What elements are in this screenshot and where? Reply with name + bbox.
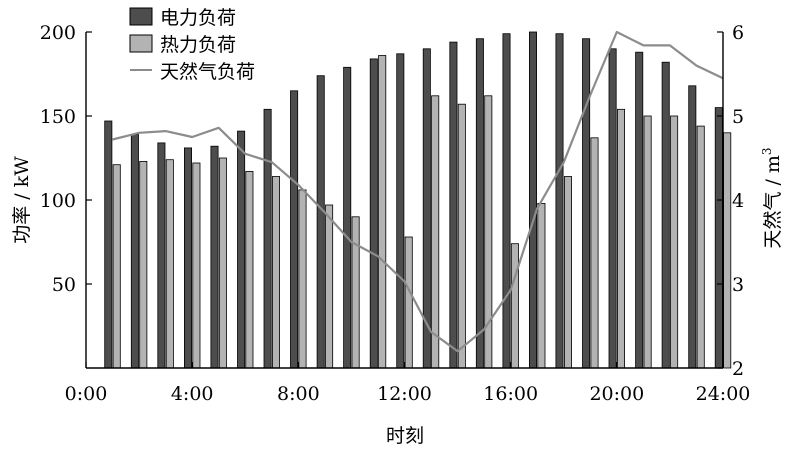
legend-swatch-power xyxy=(129,7,153,26)
bar-power xyxy=(475,38,484,369)
bar-power xyxy=(290,90,299,369)
bar-power xyxy=(237,130,246,369)
bar-heat xyxy=(696,125,705,369)
bar-heat xyxy=(617,108,626,369)
y2-tick-label: 3 xyxy=(732,274,744,296)
x-tick-label: 24:00 xyxy=(696,383,751,405)
y-tick-label: 150 xyxy=(40,106,76,128)
legend-swatch-heat xyxy=(129,34,153,53)
bar-heat xyxy=(218,157,227,369)
bar-heat xyxy=(537,202,546,369)
bar-power xyxy=(502,33,511,369)
bar-power xyxy=(555,33,564,369)
ticks-layer: 0:00 4:00 8:00 12:00 16:00 20:00 24:00 50 100 150… xyxy=(40,22,751,405)
y-tick-label: 50 xyxy=(52,274,76,296)
bars-layer xyxy=(104,31,732,369)
bar-heat xyxy=(590,137,599,369)
bar-power xyxy=(157,142,166,369)
x-tick-label: 12:00 xyxy=(377,383,432,405)
y2-axis-title-main: 天然气 / m xyxy=(762,155,784,249)
bar-power xyxy=(661,61,670,369)
bar-heat xyxy=(670,115,679,369)
bar-power xyxy=(714,107,723,369)
bar-heat xyxy=(404,236,413,369)
legend-label-power: 电力负荷 xyxy=(160,7,236,29)
line-gas xyxy=(112,30,724,353)
gas-line-layer xyxy=(112,30,724,353)
bar-heat xyxy=(298,189,307,369)
bar-heat xyxy=(271,176,280,369)
x-tick-label: 0:00 xyxy=(65,383,108,405)
bar-power xyxy=(104,120,113,369)
y2-tick-label: 2 xyxy=(732,358,744,380)
y2-tick-label: 5 xyxy=(732,106,744,128)
bar-power xyxy=(210,145,219,369)
bar-heat xyxy=(325,204,334,369)
bar-power xyxy=(369,58,378,369)
bar-heat xyxy=(351,216,360,369)
bar-power xyxy=(130,134,139,369)
x-tick-label: 20:00 xyxy=(589,383,644,405)
x-tick-label: 4:00 xyxy=(171,383,214,405)
y2-axis-title: 天然气 / m3 xyxy=(760,147,784,248)
y2-tick-label: 4 xyxy=(732,190,744,212)
bar-heat xyxy=(112,164,121,369)
bar-power xyxy=(316,75,325,369)
bar-power xyxy=(688,85,697,369)
bar-power xyxy=(263,108,272,369)
y-tick-label: 200 xyxy=(40,22,76,44)
bar-heat xyxy=(165,159,174,369)
bar-heat xyxy=(510,243,519,369)
bar-power xyxy=(529,31,538,369)
bar-heat xyxy=(643,115,652,369)
x-tick-label: 16:00 xyxy=(483,383,538,405)
bar-power xyxy=(582,38,591,369)
bar-heat xyxy=(245,170,254,369)
bar-power xyxy=(449,41,458,369)
bar-heat xyxy=(192,162,201,369)
x-tick-label: 8:00 xyxy=(277,383,320,405)
x-axis-title: 时刻 xyxy=(386,425,424,447)
bar-power xyxy=(608,48,617,369)
legend-label-heat: 热力负荷 xyxy=(160,34,236,56)
bar-power xyxy=(635,51,644,369)
bar-heat xyxy=(723,132,732,369)
y2-tick-label: 6 xyxy=(732,22,744,44)
y-tick-label: 100 xyxy=(40,190,76,212)
bar-power xyxy=(183,147,192,369)
bar-power xyxy=(343,66,352,369)
bar-heat xyxy=(378,55,387,369)
bar-heat xyxy=(431,95,440,369)
bar-heat xyxy=(457,103,466,369)
legend-label-gas: 天然气负荷 xyxy=(160,61,255,83)
bar-heat xyxy=(139,160,148,369)
y2-axis-title-sup: 3 xyxy=(760,147,774,155)
bar-power xyxy=(396,53,405,369)
bar-heat xyxy=(564,176,573,369)
legend: 电力负荷 热力负荷 天然气负荷 xyxy=(129,7,255,83)
y-axis-title: 功率 / kW xyxy=(11,156,33,244)
